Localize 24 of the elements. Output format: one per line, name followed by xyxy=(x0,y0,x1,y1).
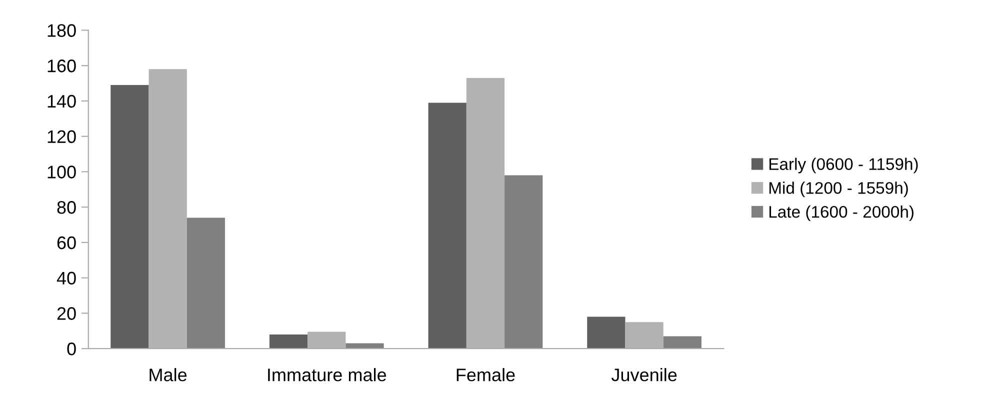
y-tick-label: 80 xyxy=(57,201,76,214)
bar xyxy=(504,175,543,349)
x-tick-label: Female xyxy=(456,368,515,382)
bar xyxy=(587,316,626,349)
x-tick-label: Juvenile xyxy=(611,368,677,382)
y-tick-label: 60 xyxy=(57,236,76,250)
y-tick-label: 180 xyxy=(48,24,76,37)
y-tick-label: 140 xyxy=(48,94,76,108)
x-tick-label: Male xyxy=(150,368,187,382)
legend-label: Early (0600 - 1159h) xyxy=(769,158,918,174)
x-tick-label: Immature male xyxy=(268,368,386,382)
bar xyxy=(186,218,225,349)
y-tick-label: 120 xyxy=(48,130,76,144)
legend-label: Mid (1200 - 1559h) xyxy=(769,182,908,198)
y-tick-label: 40 xyxy=(56,272,76,285)
legend-label: Late (1600 - 2000h) xyxy=(769,206,914,222)
bar xyxy=(269,334,308,349)
bar xyxy=(663,336,702,349)
y-tick-label: 0 xyxy=(67,342,76,356)
y-tick-label: 100 xyxy=(48,166,76,178)
y-tick-label: 160 xyxy=(48,60,76,72)
bar xyxy=(428,102,466,349)
bar xyxy=(110,85,149,349)
y-tick-label: 20 xyxy=(57,307,76,320)
